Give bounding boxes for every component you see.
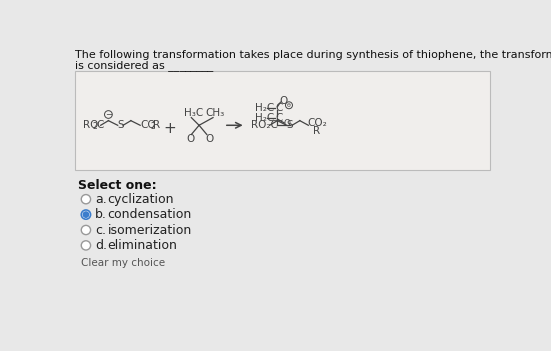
Text: C: C [275,113,283,122]
Text: R: R [153,120,160,130]
Text: O: O [284,119,290,128]
Circle shape [82,225,90,234]
Text: H₂C: H₂C [255,103,274,113]
Text: H₃C: H₃C [183,108,203,118]
Circle shape [82,210,90,219]
Text: 2: 2 [150,122,155,131]
Text: C: C [96,120,104,130]
Circle shape [82,241,90,250]
Circle shape [82,194,90,204]
Text: θ: θ [287,103,291,108]
Text: O: O [280,95,288,106]
Text: H₂C: H₂C [255,113,274,122]
Text: R: R [313,126,320,137]
Text: is considered as ________: is considered as ________ [75,60,213,71]
Circle shape [83,212,89,217]
Text: CH₃: CH₃ [206,108,224,118]
Text: The following transformation takes place during synthesis of thiophene, the tran: The following transformation takes place… [75,50,551,60]
FancyBboxPatch shape [75,71,490,170]
Text: S: S [287,120,293,130]
Text: cyclization: cyclization [107,193,174,206]
Text: condensation: condensation [107,208,192,221]
Text: a.: a. [95,193,107,206]
Text: RO₂C: RO₂C [251,120,278,130]
Text: −: − [105,110,112,119]
Text: c.: c. [95,224,106,237]
Text: Clear my choice: Clear my choice [82,258,165,268]
Text: O: O [187,134,195,144]
Text: isomerization: isomerization [107,224,192,237]
Text: C: C [275,103,283,113]
Text: elimination: elimination [107,239,177,252]
Text: CO₂: CO₂ [307,118,327,128]
Text: +: + [164,121,176,136]
Text: 2: 2 [93,122,98,131]
Text: O: O [206,134,214,144]
Text: S: S [118,120,125,130]
Text: RO: RO [83,120,98,130]
Text: Select one:: Select one: [78,179,157,192]
Text: d.: d. [95,239,107,252]
Text: b.: b. [95,208,107,221]
Text: CO: CO [140,120,156,130]
